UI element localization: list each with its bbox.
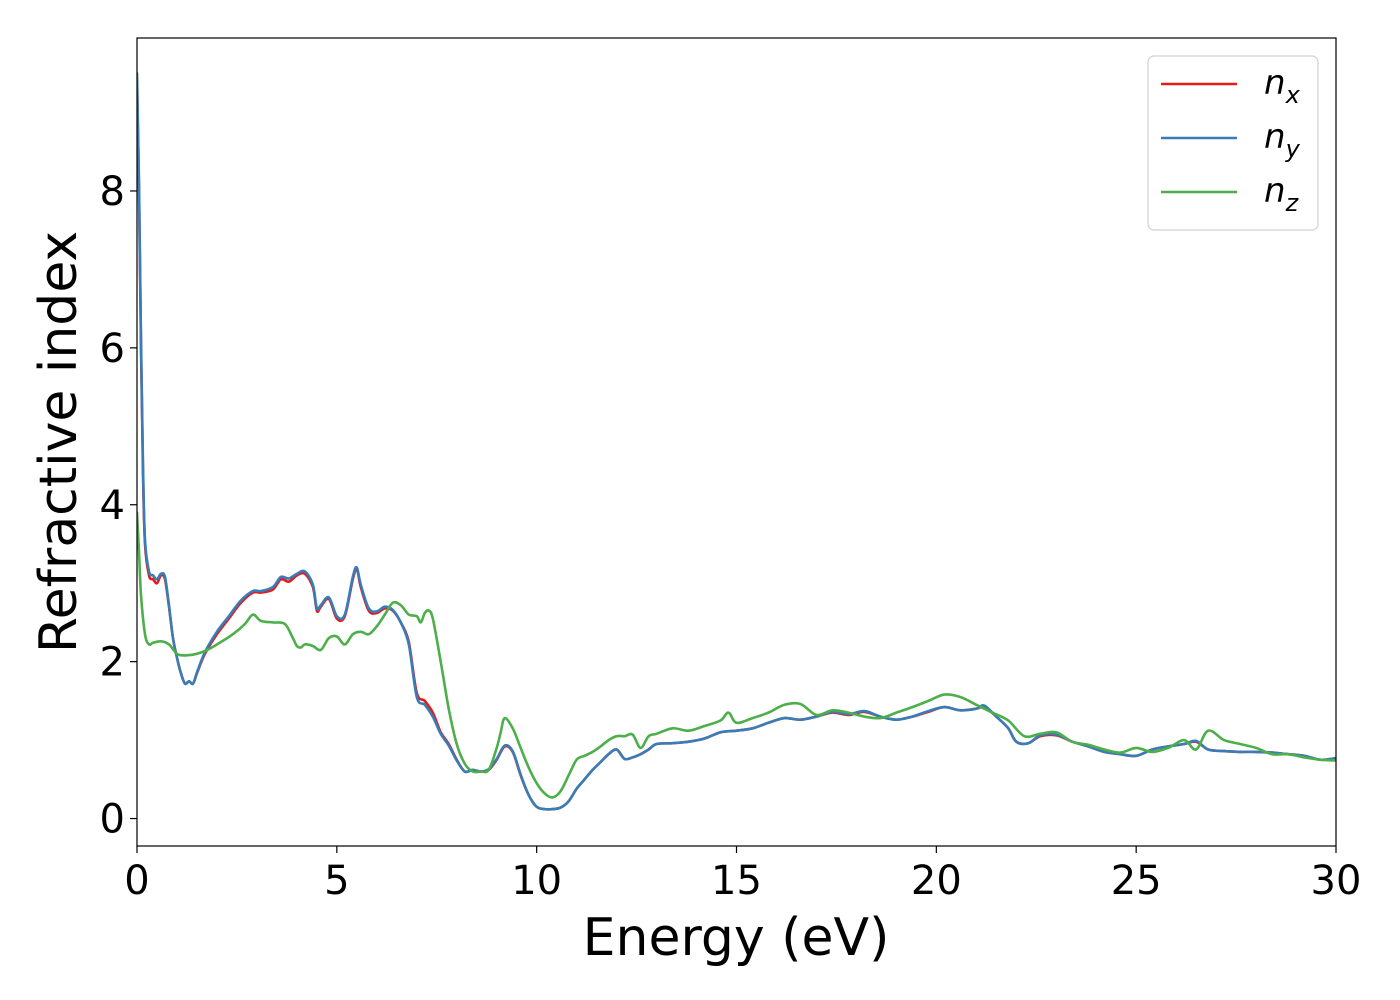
series-line-ny [137,72,1336,811]
y-tick-label: 6 [100,326,125,372]
legend: nx ny nz [1147,55,1319,231]
legend-label-nx: nx [1264,63,1301,109]
series-layer [137,72,1336,811]
legend-label-ny: ny [1264,117,1301,163]
x-tick-label: 5 [324,858,349,904]
legend-label-nz: nz [1264,171,1300,217]
x-tick-label: 30 [1311,858,1362,904]
legend-box [1147,55,1319,231]
x-tick-label: 10 [511,858,562,904]
y-tick-label: 4 [100,483,125,529]
x-tick-label: 25 [1111,858,1162,904]
x-axis-title: Energy (eV) [583,908,890,968]
y-tick-label: 0 [100,797,125,843]
y-tick-label: 2 [100,640,125,686]
x-axis: 0 5 10 15 20 25 30 [124,846,1361,904]
y-tick-label: 8 [100,169,125,215]
x-tick-label: 15 [711,858,762,904]
x-tick-label: 20 [911,858,962,904]
x-tick-label: 0 [124,858,149,904]
series-line-nz [137,511,1336,799]
y-axis: 0 2 4 6 8 [100,169,137,843]
y-axis-title: Refractive index [29,231,89,653]
